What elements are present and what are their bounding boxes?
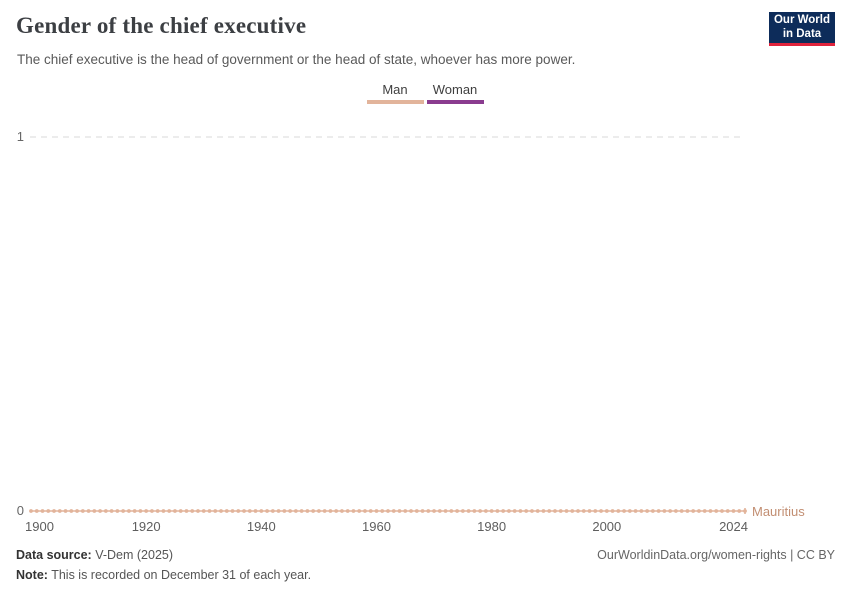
chart-legend: Man Woman [0,82,850,104]
x-tick-label: 1900 [25,519,54,534]
x-tick-label: 1920 [131,519,161,534]
footer-note: Note: This is recorded on December 31 of… [16,568,311,582]
chart-subtitle: The chief executive is the head of gover… [17,52,576,67]
owid-logo-line1: Our World [773,13,830,26]
footer-source-value: V-Dem (2025) [91,548,174,562]
x-tick-label: 1940 [246,519,276,534]
legend-label-woman: Woman [432,82,478,97]
x-tick-label: 2000 [592,519,622,534]
x-tick-label: 2024 [719,519,748,534]
owid-logo-line2: in Data [782,27,822,40]
y-tick-label-0: 0 [16,503,24,518]
legend-swatch-man [366,100,424,104]
y-tick-label-1: 1 [16,129,24,144]
legend-swatch-woman [426,100,484,104]
legend-label-man: Man [382,82,408,97]
footer-note-label: Note: [16,568,48,582]
footer-source: Data source: V-Dem (2025) [16,548,173,562]
legend-item-man[interactable]: Man [366,82,424,104]
page-title: Gender of the chief executive [16,13,307,38]
x-tick-label: 1960 [362,519,391,534]
x-tick-label: 1980 [477,519,507,534]
footer-source-label: Data source: [16,548,92,562]
footer-attribution: OurWorldinData.org/women-rights | CC BY [597,548,835,562]
owid-logo[interactable]: Our World in Data [769,12,835,46]
legend-item-woman[interactable]: Woman [426,82,484,104]
entity-label-mauritius[interactable]: Mauritius [752,504,805,519]
footer-note-value: This is recorded on December 31 of each … [47,568,312,582]
